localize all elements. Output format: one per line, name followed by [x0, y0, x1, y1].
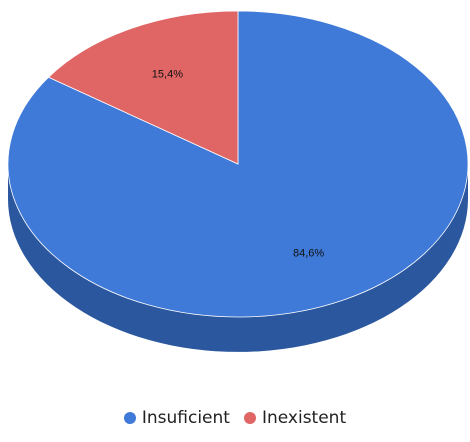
- legend: Insuficient Inexistent: [0, 406, 470, 430]
- legend-item-insuficient[interactable]: Insuficient: [123, 408, 230, 428]
- pie-side-layer: [8, 164, 468, 352]
- pie-side-insuficient: [8, 164, 468, 352]
- legend-label-insuficient: Insuficient: [141, 408, 230, 428]
- pie-value-label-inexistent: 15,4%: [152, 69, 183, 81]
- legend-marker-insuficient: [123, 412, 136, 424]
- legend-item-inexistent[interactable]: Inexistent: [243, 408, 347, 428]
- pie-slice-inexistent[interactable]: [47, 10, 239, 165]
- legend-label-inexistent: Inexistent: [261, 408, 347, 428]
- pie-value-label-insuficient: 84,6%: [293, 247, 324, 259]
- pie-top-layer: [7, 10, 469, 318]
- legend-marker-inexistent: [243, 412, 256, 424]
- pie-label-layer: 84,6% 15,4%: [152, 69, 325, 260]
- pie-slice-insuficient[interactable]: [7, 10, 469, 318]
